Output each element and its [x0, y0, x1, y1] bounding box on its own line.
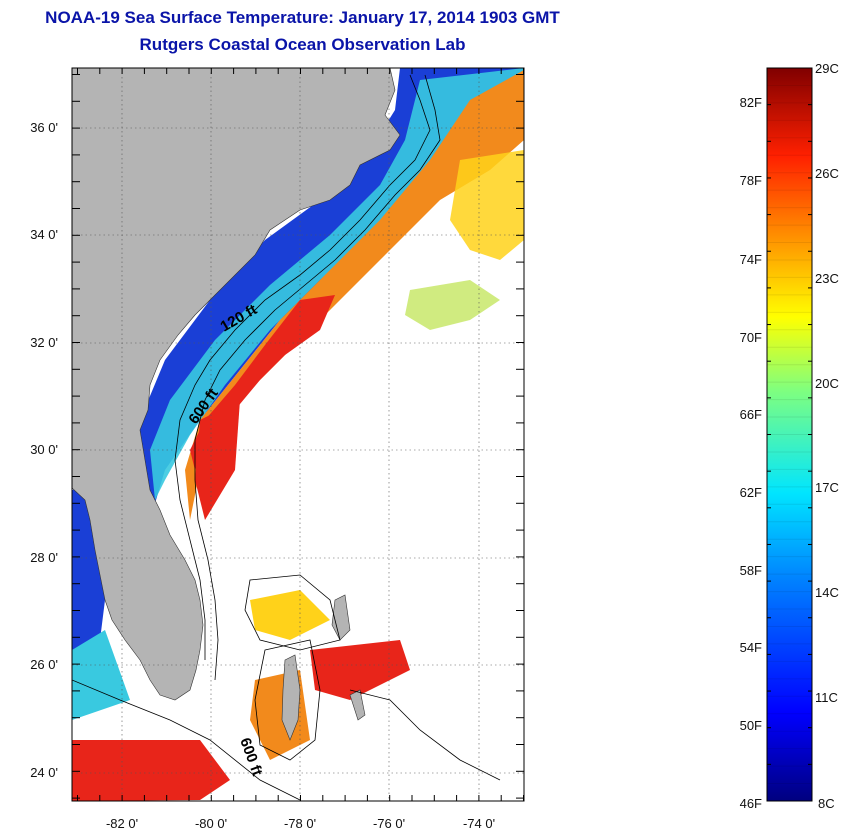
- lat-tick-label: 32 0': [30, 335, 58, 350]
- lon-tick-label: -74 0': [463, 816, 495, 831]
- graticule: [72, 68, 524, 801]
- land-mass: [72, 68, 401, 701]
- celsius-label: 14C: [815, 585, 839, 600]
- lon-tick-label: -76 0': [373, 816, 405, 831]
- lat-tick-label: 24 0': [30, 765, 58, 780]
- lon-tick-label: -78 0': [284, 816, 316, 831]
- map-frame: [71, 67, 525, 802]
- celsius-label: 20C: [815, 376, 839, 391]
- fahrenheit-label: 46F: [740, 796, 762, 811]
- celsius-label: 26C: [815, 166, 839, 181]
- island-bahamas-2: [331, 594, 351, 641]
- fahrenheit-label: 62F: [740, 485, 762, 500]
- lat-tick-label: 36 0': [30, 120, 58, 135]
- lat-tick-label: 26 0': [30, 657, 58, 672]
- fahrenheit-label: 70F: [740, 330, 762, 345]
- celsius-label: 8C: [818, 796, 835, 811]
- celsius-label: 17C: [815, 480, 839, 495]
- map-ticks: [72, 68, 524, 801]
- colorbar-gradient: [767, 68, 812, 801]
- lon-tick-labels: -82 0' -80 0' -78 0' -76 0' -74 0': [106, 816, 495, 831]
- celsius-label: 23C: [815, 271, 839, 286]
- fahrenheit-label: 50F: [740, 718, 762, 733]
- colorbar: 29C 26C 23C 20C 17C 14C 11C 8C 82F 78F 7…: [740, 61, 839, 811]
- fahrenheit-label: 54F: [740, 640, 762, 655]
- colorbar-ticks: [767, 67, 812, 802]
- lat-tick-labels: 36 0' 34 0' 32 0' 30 0' 28 0' 26 0' 24 0…: [30, 120, 58, 780]
- fahrenheit-label: 74F: [740, 252, 762, 267]
- fahrenheit-label: 82F: [740, 95, 762, 110]
- lon-tick-label: -80 0': [195, 816, 227, 831]
- lat-tick-label: 30 0': [30, 442, 58, 457]
- fahrenheit-label: 78F: [740, 173, 762, 188]
- celsius-label: 11C: [815, 690, 838, 705]
- bathymetry-contours: [72, 74, 501, 801]
- celsius-label: 29C: [815, 61, 839, 76]
- island-bahamas-1: [281, 654, 301, 741]
- fahrenheit-label: 66F: [740, 407, 762, 422]
- map-subtitle: Rutgers Coastal Ocean Observation Lab: [139, 35, 466, 54]
- map-title: NOAA-19 Sea Surface Temperature: January…: [45, 8, 560, 27]
- lat-tick-label: 34 0': [30, 227, 58, 242]
- fahrenheit-label: 58F: [740, 563, 762, 578]
- lat-tick-label: 28 0': [30, 550, 58, 565]
- colorbar-bands: [767, 67, 812, 785]
- lon-tick-label: -82 0': [106, 816, 138, 831]
- map-panel: 120 ft 600 ft 600 ft: [72, 68, 524, 801]
- sst-field: [72, 68, 524, 801]
